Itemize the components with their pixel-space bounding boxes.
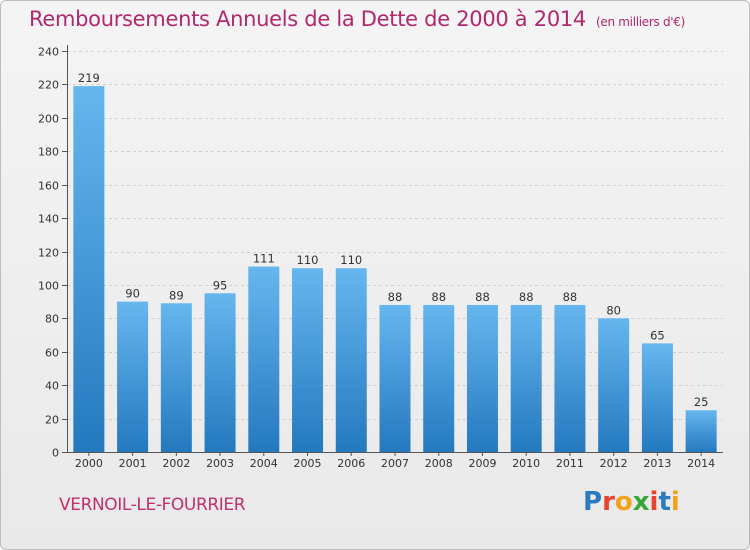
bar-2011 [554, 304, 586, 452]
y-tick-label: 120 [38, 247, 59, 260]
bar-2009 [466, 304, 498, 452]
x-tick-label: 2005 [294, 457, 322, 470]
y-tick-label: 240 [38, 46, 59, 59]
bar-2004 [248, 266, 280, 452]
x-tick-label: 2013 [643, 457, 671, 470]
y-tick-label: 80 [45, 313, 59, 326]
value-label: 88 [563, 290, 578, 304]
logo-letter: P [583, 487, 603, 517]
value-label: 95 [213, 278, 228, 292]
value-label: 88 [388, 290, 403, 304]
bar-2007 [379, 304, 411, 452]
x-tick-label: 2007 [381, 457, 409, 470]
bar-2010 [510, 304, 542, 452]
value-label: 111 [253, 252, 275, 266]
bar-2005 [292, 268, 324, 452]
bar-2002 [160, 303, 192, 452]
y-tick-label: 0 [52, 447, 59, 460]
x-tick-label: 2011 [556, 457, 584, 470]
x-tick-label: 2006 [337, 457, 365, 470]
logo-letter: i [649, 487, 659, 517]
value-label: 219 [78, 71, 100, 85]
value-label: 110 [340, 253, 362, 267]
chart-title-text: Remboursements Annuels de la Dette de 20… [29, 7, 586, 31]
x-tick-label: 2001 [119, 457, 147, 470]
x-tick-label: 2000 [75, 457, 103, 470]
logo-letter: x [632, 487, 650, 517]
bar-2001 [117, 301, 149, 452]
x-tick-label: 2014 [687, 457, 715, 470]
y-tick-label: 20 [45, 414, 59, 427]
value-label: 88 [519, 290, 534, 304]
unit-note: (en milliers d'€) [596, 15, 686, 29]
x-tick-label: 2003 [206, 457, 234, 470]
bar-2003 [204, 293, 236, 452]
value-label: 88 [431, 290, 446, 304]
logo-letter: r [602, 487, 615, 517]
y-tick-label: 140 [38, 213, 59, 226]
bar-2012 [598, 318, 630, 452]
value-label: 88 [475, 290, 490, 304]
commune-name: VERNOIL-LE-FOURRIER [59, 495, 246, 515]
value-label: 25 [694, 395, 709, 409]
proxiti-logo[interactable]: Proxiti [583, 487, 680, 517]
bar-2000 [73, 86, 105, 453]
value-label: 90 [125, 287, 140, 301]
y-tick-label: 160 [38, 180, 59, 193]
bar-2013 [641, 343, 673, 452]
x-tick-label: 2009 [468, 457, 496, 470]
x-tick-label: 2008 [425, 457, 453, 470]
chart-title: Remboursements Annuels de la Dette de 20… [29, 7, 685, 31]
x-tick-label: 2010 [512, 457, 540, 470]
x-tick-label: 2012 [600, 457, 628, 470]
value-label: 89 [169, 288, 184, 302]
y-tick-label: 220 [38, 79, 59, 92]
y-tick-label: 200 [38, 113, 59, 126]
bar-2008 [423, 304, 455, 452]
y-tick-label: 100 [38, 280, 59, 293]
bar-2006 [335, 268, 367, 452]
value-label: 80 [606, 303, 621, 317]
y-tick-label: 180 [38, 146, 59, 159]
logo-letter: o [614, 487, 633, 517]
bar-2014 [685, 410, 717, 452]
logo-letter: t [658, 487, 671, 517]
y-tick-label: 60 [45, 347, 59, 360]
value-label: 65 [650, 328, 665, 342]
logo-letter: i [670, 487, 680, 517]
x-tick-label: 2002 [162, 457, 190, 470]
value-label: 110 [297, 253, 319, 267]
y-tick-label: 40 [45, 380, 59, 393]
x-tick-label: 2004 [250, 457, 278, 470]
